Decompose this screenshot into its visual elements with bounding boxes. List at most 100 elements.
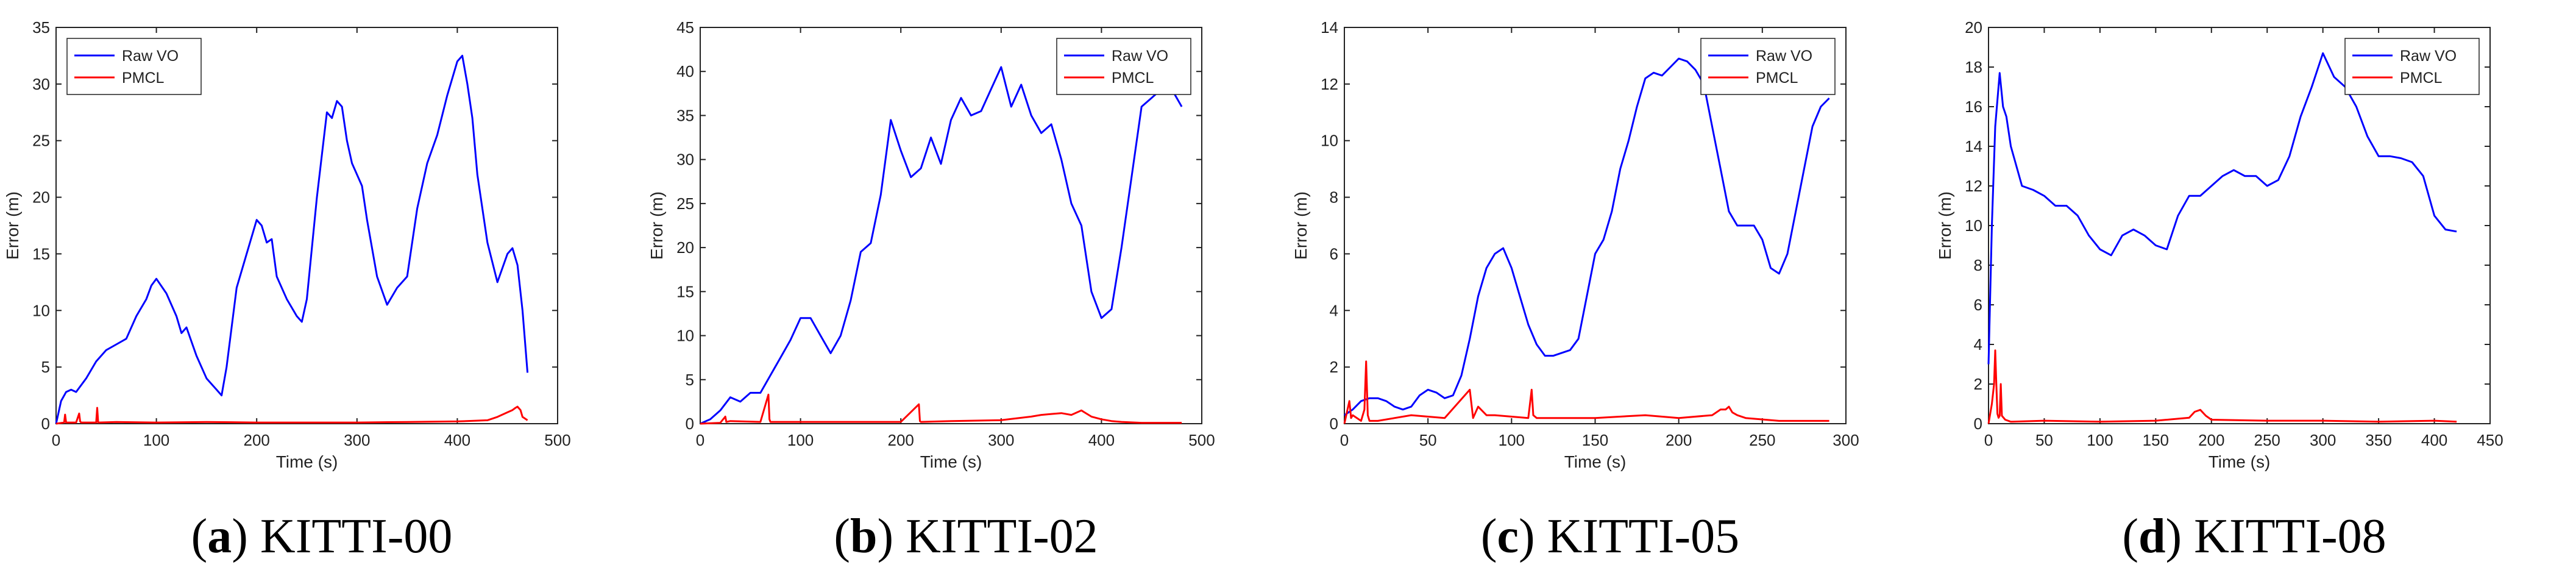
chart-a-svg: 0 100 200 300 400 500 0 5 10 15 20 25 30 35 Time (s) Er… <box>3 18 571 471</box>
y-tick-label: 25 <box>32 132 50 150</box>
y-tick-label: 15 <box>32 244 50 263</box>
legend-label-raw-vo: Raw VO <box>1112 48 1168 65</box>
y-tick-label: 2 <box>1974 375 1982 393</box>
series-raw-vo-line <box>700 66 1183 425</box>
y-tick-label: 25 <box>676 194 694 213</box>
y-tick-label: 0 <box>41 415 50 433</box>
chart-panel-b: 0 100 200 300 400 500 0 5 10 15 20 25 30 35 40 45 Time (… <box>644 0 1288 584</box>
legend-label-pmcl: PMCL <box>2400 69 2443 87</box>
legend-label-pmcl: PMCL <box>1112 69 1154 87</box>
legend-label-pmcl: PMCL <box>1756 69 1798 87</box>
x-tick-label: 500 <box>544 431 570 449</box>
x-axis-label: Time (s) <box>920 452 982 471</box>
x-tick-label: 300 <box>1833 431 1859 449</box>
y-tick-label: 0 <box>686 415 694 433</box>
x-tick-label: 50 <box>2035 431 2053 449</box>
x-tick-label: 0 <box>1340 431 1349 449</box>
caption-d-text: KITTI-08 <box>2194 510 2386 563</box>
y-tick-label: 15 <box>676 282 694 301</box>
series-pmcl-line <box>55 405 528 425</box>
y-tick-label: 12 <box>1965 177 1982 195</box>
y-axis-label: Error (m) <box>3 191 22 260</box>
y-tick-label: 40 <box>676 62 694 80</box>
legend-box <box>1700 38 1836 95</box>
x-tick-label: 300 <box>988 431 1014 449</box>
x-tick-label: 500 <box>1188 431 1215 449</box>
y-tick-label: 8 <box>1974 256 1982 274</box>
caption-c: (c) KITTI-05 <box>1480 510 1740 563</box>
chart-b-svg: 0 100 200 300 400 500 0 5 10 15 20 25 30 35 40 45 Time (… <box>647 18 1215 471</box>
caption-c-text: KITTI-05 <box>1547 510 1740 563</box>
x-axis-label: Time (s) <box>1564 452 1627 471</box>
y-tick-label: 6 <box>1974 296 1982 314</box>
chart-panel-d: 0 50 100 150 200 250 300 350 400 450 0 2 4 6 8 10 12 14 16… <box>1932 0 2576 584</box>
y-axis-label: Error (m) <box>1291 191 1310 260</box>
chart-c-svg: 0 50 100 150 200 250 300 0 2 4 6 8 10 12 14 Time (s) Err… <box>1291 18 1859 471</box>
chart-panel-a: 0 100 200 300 400 500 0 5 10 15 20 25 30 35 Time (s) Er… <box>0 0 644 584</box>
x-tick-label: 50 <box>1419 431 1437 449</box>
y-tick-label: 20 <box>1965 18 1982 37</box>
caption-b: (b) KITTI-02 <box>834 510 1098 563</box>
legend-label-raw-vo: Raw VO <box>2400 48 2457 65</box>
x-tick-label: 450 <box>2477 431 2503 449</box>
x-tick-label: 150 <box>1582 431 1608 449</box>
y-tick-label: 20 <box>32 188 50 207</box>
y-tick-label: 10 <box>1321 132 1338 150</box>
series-pmcl-line <box>700 393 1182 425</box>
y-tick-label: 10 <box>676 327 694 345</box>
x-tick-label: 100 <box>2087 431 2113 449</box>
y-tick-label: 20 <box>676 238 694 257</box>
y-tick-label: 4 <box>1330 301 1338 319</box>
caption-a-text: KITTI-00 <box>260 510 453 563</box>
series-raw-vo-line <box>1344 57 1830 416</box>
legend-label-raw-vo: Raw VO <box>122 48 179 65</box>
y-tick-label: 18 <box>1965 58 1982 76</box>
y-tick-label: 35 <box>32 18 50 37</box>
y-tick-label: 35 <box>676 106 694 124</box>
y-tick-label: 10 <box>32 301 50 319</box>
y-tick-label: 14 <box>1321 18 1338 37</box>
y-tick-label: 16 <box>1965 98 1982 116</box>
y-axis-label: Error (m) <box>1936 191 1954 260</box>
series-raw-vo-line <box>1987 52 2457 365</box>
caption-d-letter: d <box>2138 510 2166 563</box>
series-pmcl-line <box>1343 360 1829 424</box>
x-tick-label: 0 <box>696 431 704 449</box>
x-tick-label: 200 <box>888 431 914 449</box>
x-tick-label: 250 <box>2254 431 2280 449</box>
x-tick-label: 150 <box>2143 431 2169 449</box>
y-tick-label: 0 <box>1974 415 1982 433</box>
y-tick-label: 4 <box>1974 335 1982 354</box>
x-tick-label: 300 <box>344 431 370 449</box>
x-tick-label: 200 <box>244 431 270 449</box>
x-tick-label: 400 <box>1088 431 1115 449</box>
y-tick-label: 5 <box>686 371 694 389</box>
y-axis-label: Error (m) <box>647 191 666 260</box>
y-tick-label: 30 <box>676 151 694 169</box>
caption-b-text: KITTI-02 <box>906 510 1098 563</box>
caption-c-letter: c <box>1497 510 1519 563</box>
x-tick-label: 100 <box>143 431 169 449</box>
x-tick-label: 350 <box>2365 431 2391 449</box>
legend-box <box>2344 38 2480 95</box>
y-tick-label: 5 <box>41 358 50 376</box>
x-tick-label: 100 <box>787 431 814 449</box>
x-axis-label: Time (s) <box>276 452 338 471</box>
x-tick-label: 400 <box>2421 431 2447 449</box>
x-tick-label: 200 <box>1666 431 1692 449</box>
x-tick-label: 400 <box>444 431 470 449</box>
series-pmcl-line <box>1987 349 2457 424</box>
x-tick-label: 200 <box>2198 431 2224 449</box>
legend-label-raw-vo: Raw VO <box>1756 48 1812 65</box>
x-tick-label: 250 <box>1749 431 1775 449</box>
x-tick-label: 100 <box>1499 431 1525 449</box>
legend-box <box>1056 38 1191 95</box>
y-tick-label: 8 <box>1330 188 1338 207</box>
y-tick-label: 45 <box>676 18 694 37</box>
y-tick-label: 30 <box>32 75 50 93</box>
caption-a: (a) KITTI-00 <box>191 510 453 563</box>
x-tick-label: 300 <box>2310 431 2336 449</box>
y-tick-label: 14 <box>1965 137 1982 155</box>
caption-b-letter: b <box>850 510 878 563</box>
y-tick-label: 6 <box>1330 244 1338 263</box>
